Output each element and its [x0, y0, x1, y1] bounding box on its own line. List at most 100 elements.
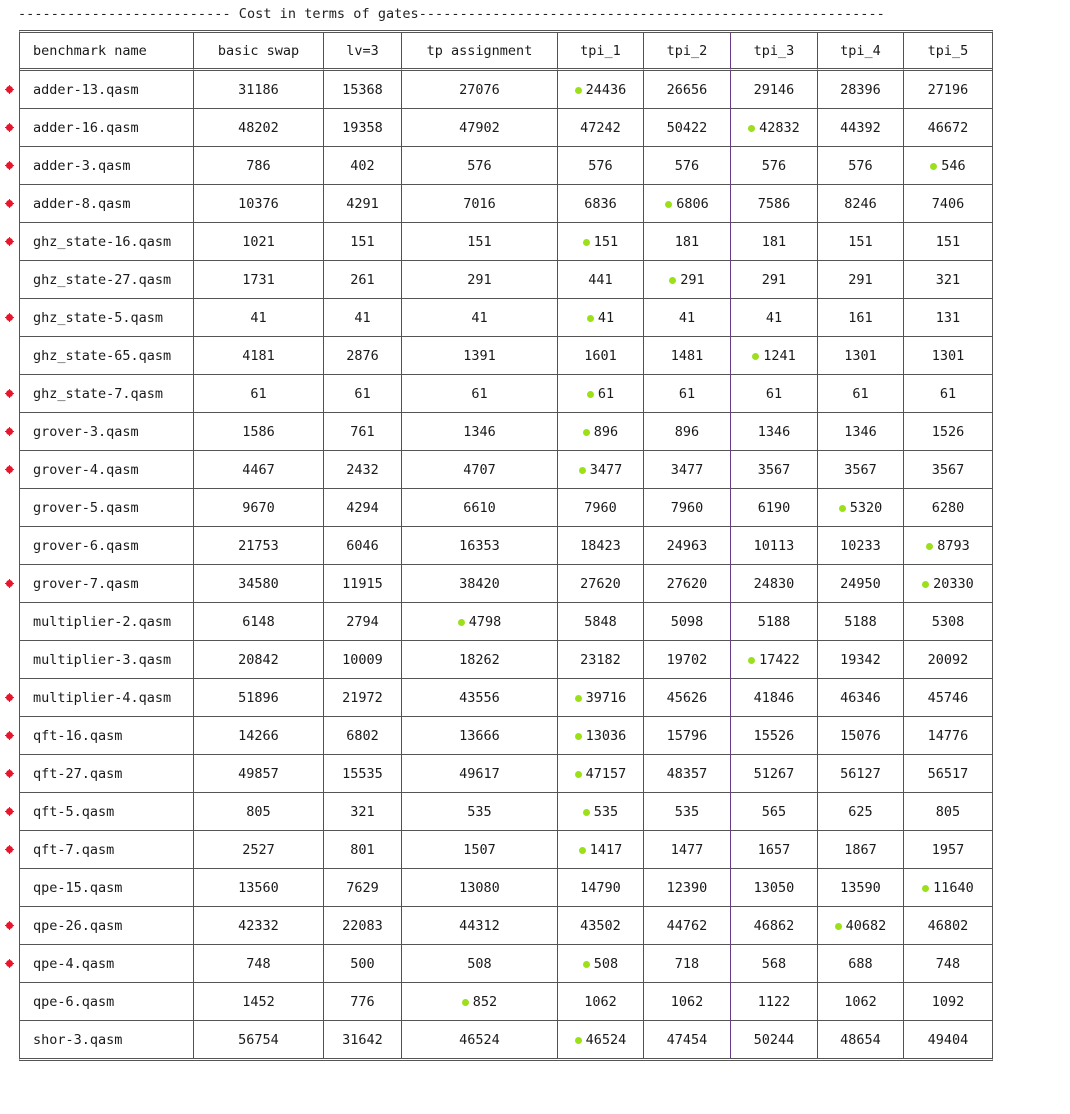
- cost-value: 291: [680, 271, 705, 288]
- cost-cell: 1417: [558, 831, 644, 869]
- cost-cell: 4798: [402, 603, 558, 641]
- cost-value: 1122: [757, 993, 791, 1010]
- cost-cell: 568: [731, 945, 818, 983]
- best-marker-icon: [748, 657, 756, 664]
- cost-cell: 31642: [324, 1021, 402, 1058]
- best-marker-icon: [922, 581, 930, 588]
- cost-value: 6190: [757, 499, 791, 516]
- cost-value-wrap: 19358: [342, 120, 383, 136]
- cost-value-wrap: 47242: [580, 120, 621, 136]
- cost-cell: 41: [324, 299, 402, 337]
- cost-value-wrap: 10009: [342, 652, 383, 668]
- cost-table: benchmark name basic swap lv=3 tp assign…: [5, 30, 993, 1061]
- cost-value-wrap: 44762: [667, 918, 708, 934]
- table-row: ghz_state-27.qasm 1731 261 291 441 291 291 291 3…: [20, 261, 992, 299]
- cost-cell: 38420: [402, 565, 558, 603]
- cost-value-wrap: 27620: [667, 576, 708, 592]
- cost-cell: 688: [818, 945, 904, 983]
- cost-value-wrap: 13590: [840, 880, 881, 896]
- benchmark-name-cell: qpe-15.qasm: [20, 869, 194, 907]
- row-marker-icon: [5, 578, 14, 588]
- cost-cell: 47157: [558, 755, 644, 793]
- best-marker-icon: [665, 201, 673, 208]
- cost-cell: 576: [818, 147, 904, 185]
- cost-cell: 24950: [818, 565, 904, 603]
- cost-value-wrap: 1731: [242, 272, 275, 288]
- cost-value-wrap: 61: [766, 386, 782, 402]
- cost-value-wrap: 181: [762, 234, 786, 250]
- cost-value-wrap: 15368: [342, 82, 383, 98]
- cost-cell: 27620: [558, 565, 644, 603]
- cost-cell: 151: [558, 223, 644, 261]
- table-row: qpe-26.qasm 42332 22083 44312 43502 44762 4686…: [5, 907, 992, 945]
- cost-value-wrap: 1867: [844, 842, 877, 858]
- cost-value: 46524: [459, 1031, 500, 1048]
- cost-value: 13080: [459, 879, 500, 896]
- cost-value: 568: [761, 955, 787, 972]
- cost-value-wrap: 8793: [926, 538, 970, 554]
- table-row: ghz_state-16.qasm 1021 151 151 151 181 181 151 1…: [5, 223, 992, 261]
- cost-cell: 7016: [402, 185, 558, 223]
- cost-value-wrap: 535: [467, 804, 491, 820]
- cost-cell: 161: [818, 299, 904, 337]
- benchmark-name-cell: ghz_state-7.qasm: [5, 375, 194, 413]
- column-header: basic swap: [194, 33, 324, 71]
- row-marker-icon: [5, 920, 14, 930]
- row-marker-icon: [5, 464, 14, 474]
- cost-value: 1062: [584, 993, 617, 1010]
- cost-value: 15526: [753, 727, 795, 744]
- cost-cell: 801: [324, 831, 402, 869]
- cost-cell: 535: [644, 793, 731, 831]
- cost-value-wrap: 1062: [584, 994, 617, 1010]
- cost-cell: 46346: [818, 679, 904, 717]
- cost-value: 321: [935, 271, 961, 288]
- cost-cell: 61: [818, 375, 904, 413]
- cost-value-wrap: 2794: [346, 614, 379, 630]
- cost-value: 46862: [753, 917, 795, 934]
- cost-value: 27620: [580, 575, 621, 592]
- cost-cell: 27620: [644, 565, 731, 603]
- cost-cell: 2527: [194, 831, 324, 869]
- cost-value-wrap: 4798: [457, 614, 501, 630]
- cost-cell: 1241: [731, 337, 818, 375]
- cost-value-wrap: 131: [936, 310, 960, 326]
- cost-cell: 50244: [731, 1021, 818, 1058]
- cost-cell: 6610: [402, 489, 558, 527]
- benchmark-name: qpe-4.qasm: [33, 955, 115, 972]
- best-marker-icon: [574, 1037, 582, 1044]
- cost-value-wrap: 181: [675, 234, 699, 250]
- cost-value: 15076: [840, 727, 881, 744]
- cost-value-wrap: 31186: [238, 82, 279, 98]
- cost-value: 34580: [238, 575, 279, 592]
- cost-cell: 508: [558, 945, 644, 983]
- cost-value: 46802: [927, 917, 969, 934]
- cost-value: 51896: [238, 689, 279, 706]
- cost-cell: 1122: [731, 983, 818, 1021]
- cost-value-wrap: 41: [679, 310, 695, 326]
- cost-cell: 18262: [402, 641, 558, 679]
- cost-cell: 46862: [731, 907, 818, 945]
- benchmark-name: ghz_state-7.qasm: [33, 385, 164, 402]
- best-marker-icon: [574, 733, 582, 740]
- cost-cell: 39716: [558, 679, 644, 717]
- table-row: multiplier-3.qasm 20842 10009 18262 23182 197…: [20, 641, 992, 679]
- cost-value: 1301: [931, 347, 965, 364]
- cost-value: 45626: [666, 689, 708, 706]
- cost-value: 852: [472, 993, 498, 1010]
- cost-value: 47157: [585, 765, 627, 782]
- column-header: tpi_3: [731, 33, 818, 71]
- cost-cell: 6802: [324, 717, 402, 755]
- cost-value: 500: [350, 955, 375, 972]
- cost-value: 44762: [666, 917, 708, 934]
- cost-value: 13666: [459, 727, 500, 744]
- cost-cell: 441: [558, 261, 644, 299]
- cost-cell: 13080: [402, 869, 558, 907]
- cost-value-wrap: 61: [940, 386, 956, 402]
- table-row: grover-6.qasm 21753 6046 16353 18423 24963 101…: [20, 527, 992, 565]
- cost-value: 8246: [844, 195, 877, 212]
- cost-cell: 1657: [731, 831, 818, 869]
- cost-value-wrap: 161: [848, 310, 872, 326]
- cost-cell: 41: [644, 299, 731, 337]
- table-row: qft-7.qasm 2527 801 1507 1417 1477 1657 1867 195…: [5, 831, 992, 869]
- cost-value-wrap: 15535: [342, 766, 383, 782]
